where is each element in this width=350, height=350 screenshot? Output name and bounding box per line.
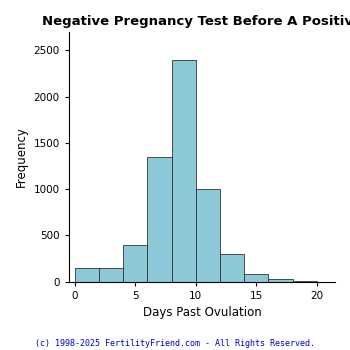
Bar — [244, 274, 268, 282]
Text: (c) 1998-2025 FertilityFriend.com - All Rights Reserved.: (c) 1998-2025 FertilityFriend.com - All … — [35, 339, 315, 348]
Bar — [172, 60, 196, 282]
Bar — [99, 268, 123, 282]
Bar — [220, 254, 244, 282]
Bar — [123, 245, 147, 282]
Bar — [196, 189, 220, 282]
X-axis label: Days Past Ovulation: Days Past Ovulation — [142, 306, 261, 319]
Bar — [147, 157, 172, 282]
Bar — [75, 268, 99, 282]
Bar — [268, 279, 293, 282]
Bar — [293, 281, 317, 282]
Title: Negative Pregnancy Test Before A Positive: Negative Pregnancy Test Before A Positiv… — [42, 15, 350, 28]
Y-axis label: Frequency: Frequency — [15, 126, 28, 187]
